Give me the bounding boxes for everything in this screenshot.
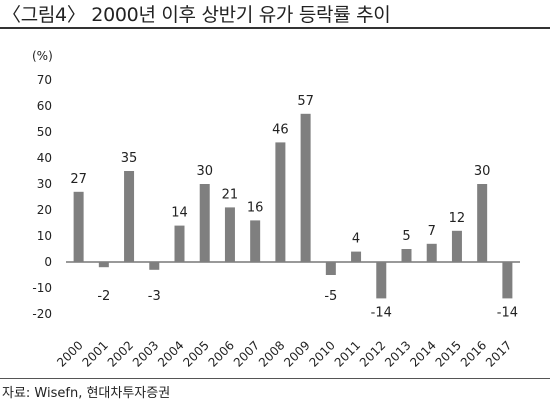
- bar-2003: [149, 262, 160, 270]
- x-tick-label-2002: 2002: [105, 338, 136, 369]
- bar-2014: [426, 243, 437, 262]
- bar-2013: [401, 249, 412, 262]
- data-label-2009: 57: [297, 94, 314, 109]
- x-tick-label-2000: 2000: [54, 338, 85, 369]
- data-label-2000: 27: [70, 172, 87, 187]
- x-tick-label-2011: 2011: [332, 338, 363, 369]
- y-tick-label: 70: [37, 73, 52, 87]
- x-tick-label-2006: 2006: [206, 338, 237, 369]
- data-label-2015: 12: [449, 211, 466, 226]
- data-label-2017: -14: [497, 305, 518, 320]
- bar-2004: [174, 225, 185, 262]
- data-label-2007: 16: [247, 200, 264, 215]
- bar-2002: [124, 171, 135, 262]
- y-tick-label: -10: [32, 281, 52, 295]
- x-tick-label-2010: 2010: [306, 338, 337, 369]
- x-axis: 2000200120022003200420052006200720082009…: [54, 338, 514, 369]
- y-unit-label: (%): [32, 49, 53, 63]
- data-label-2004: 14: [171, 206, 188, 221]
- x-tick-label-2016: 2016: [458, 338, 489, 369]
- chart-title: 〈그림4〉 2000년 이후 상반기 유가 등락률 추이: [2, 4, 391, 26]
- x-tick-label-2007: 2007: [231, 338, 262, 369]
- bar-chart: (%) -20 -10 0 10 20 30 40 50 60 70 27 -2 35 -3 14 30 21…: [32, 49, 520, 370]
- x-tick-label-2008: 2008: [256, 338, 287, 369]
- x-tick-label-2004: 2004: [155, 338, 186, 369]
- bar-2007: [250, 220, 261, 262]
- data-label-2013: 5: [402, 229, 410, 244]
- data-label-2010: -5: [324, 289, 337, 304]
- title-rule: [0, 27, 550, 29]
- bar-2011: [351, 251, 362, 262]
- bar-2017: [502, 262, 513, 299]
- data-label-2014: 7: [428, 224, 436, 239]
- y-axis: -20 -10 0 10 20 30 40 50 60 70: [32, 73, 520, 321]
- x-tick-label-2001: 2001: [79, 338, 110, 369]
- bar-2012: [376, 262, 387, 299]
- bar-2006: [224, 207, 235, 262]
- bars: [73, 113, 513, 299]
- x-tick-label-2014: 2014: [407, 338, 438, 369]
- x-tick-label-2005: 2005: [180, 338, 211, 369]
- data-label-2016: 30: [474, 164, 491, 179]
- data-label-2006: 21: [222, 187, 239, 202]
- x-tick-label-2015: 2015: [433, 338, 464, 369]
- x-tick-label-2003: 2003: [130, 338, 161, 369]
- bar-2010: [325, 262, 336, 275]
- y-tick-label: 20: [37, 203, 52, 217]
- data-label-2002: 35: [121, 151, 138, 166]
- bar-2009: [300, 113, 311, 262]
- source-rule: [0, 378, 550, 379]
- bar-2005: [199, 184, 210, 262]
- x-tick-label-2013: 2013: [382, 338, 413, 369]
- bar-2016: [477, 184, 488, 262]
- bar-2008: [275, 142, 286, 262]
- data-label-2003: -3: [148, 289, 161, 304]
- data-label-2011: 4: [352, 232, 360, 247]
- x-tick-label-2009: 2009: [281, 338, 312, 369]
- data-label-2005: 30: [196, 164, 213, 179]
- y-tick-label: 30: [37, 177, 52, 191]
- bar-2000: [73, 191, 84, 262]
- y-tick-label: 50: [37, 125, 52, 139]
- bar-2001: [98, 262, 109, 268]
- y-tick-label: 0: [44, 255, 52, 269]
- data-label-2001: -2: [97, 289, 110, 304]
- y-tick-label: 60: [37, 99, 52, 113]
- source-note: 자료: Wisefn, 현대차투자증권: [2, 386, 171, 401]
- x-tick-label-2017: 2017: [483, 338, 514, 369]
- bar-2015: [451, 230, 462, 262]
- data-label-2012: -14: [371, 305, 392, 320]
- y-tick-label: 40: [37, 151, 52, 165]
- y-tick-label: -20: [32, 307, 52, 321]
- x-tick-label-2012: 2012: [357, 338, 388, 369]
- data-label-2008: 46: [272, 122, 289, 137]
- y-tick-label: 10: [37, 229, 52, 243]
